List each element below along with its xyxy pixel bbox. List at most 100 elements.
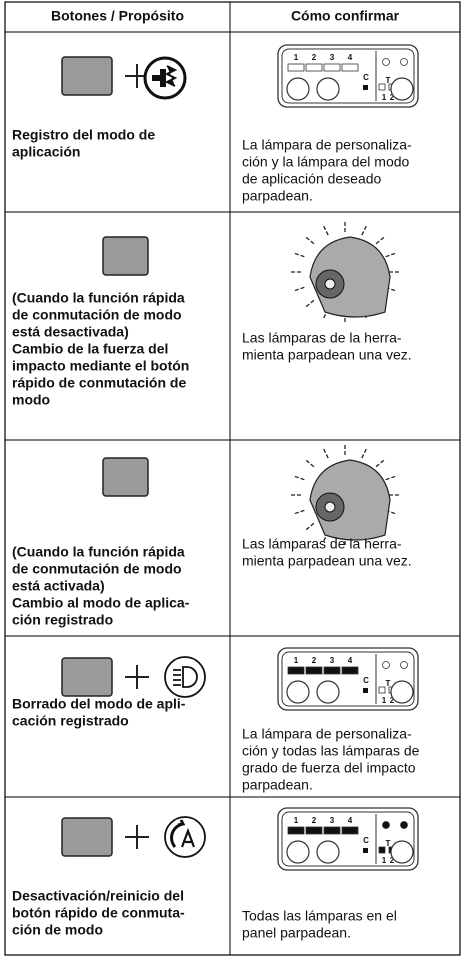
panel-button [316, 680, 340, 704]
panel-label: C [363, 836, 369, 845]
lamp [341, 826, 359, 835]
panel-inner [281, 651, 415, 707]
purpose-text: de conmutación de modo [12, 307, 182, 323]
purpose-text: rápido de conmutación de [12, 375, 186, 391]
lamp [323, 826, 341, 835]
confirm-text: parpadean. [242, 777, 313, 793]
confirm-text: Las lámparas de la herra- [242, 330, 402, 346]
flash-ray [293, 252, 305, 258]
lamp [378, 846, 386, 854]
button-icon [102, 457, 149, 497]
panel-label: T [386, 76, 391, 85]
flash-ray [304, 236, 315, 245]
panel-label: 2 [312, 816, 317, 825]
lamp [382, 58, 390, 66]
purpose-text: Cambio de la fuerza del [12, 341, 168, 357]
panel-inner [281, 48, 415, 104]
purpose-text: Cambio al modo de aplica- [12, 595, 190, 611]
tool-illustration [289, 222, 401, 322]
lamp [305, 63, 323, 72]
lamp [305, 826, 323, 835]
panel-button [390, 680, 414, 704]
panel-label: 4 [348, 53, 353, 62]
confirm-text: La lámpara de personaliza- [242, 137, 412, 153]
control-panel: 1 2 3 4C T1 2 [277, 44, 419, 108]
panel-label: 1 [382, 93, 387, 102]
flash-ray [293, 286, 305, 292]
confirm-text: La lámpara de personaliza- [242, 726, 412, 742]
confirm-text: Todas las lámparas en el [242, 908, 397, 924]
panel-label: 4 [348, 816, 353, 825]
panel-button [286, 680, 310, 704]
lamp [382, 661, 390, 669]
button-icon [61, 657, 113, 697]
button-icon [61, 56, 113, 96]
panel-label: 1 [294, 816, 299, 825]
confirm-text: de aplicación deseado [242, 171, 382, 187]
panel-label: 4 [348, 656, 353, 665]
confirm-text: Las lámparas de la herra- [242, 536, 402, 552]
lamp [305, 666, 323, 675]
panel-label: C [363, 73, 369, 82]
flash-ray [304, 459, 315, 468]
lamp [287, 826, 305, 835]
lamp [382, 821, 390, 829]
lamp [378, 686, 386, 694]
purpose-text: modo [12, 392, 50, 408]
purpose-text: (Cuando la función rápida [12, 544, 185, 560]
purpose-text: de conmutación de modo [12, 561, 182, 577]
control-panel: 1 2 3 4C T1 2 [277, 807, 419, 871]
panel-label: 3 [330, 656, 335, 665]
flash-ray [304, 522, 315, 531]
flash-ray [304, 299, 315, 308]
panel-label: 2 [390, 856, 395, 865]
flash-ray [375, 236, 386, 245]
flash-ray [293, 509, 305, 515]
lamp [400, 821, 408, 829]
flash-ray [361, 225, 368, 236]
lamp [323, 666, 341, 675]
auto-glyph [170, 819, 186, 848]
panel-inner [281, 811, 415, 867]
panel-button [390, 840, 414, 864]
panel-label: 3 [330, 53, 335, 62]
confirm-text: grado de fuerza del impacto [242, 760, 416, 776]
header-cell: Botones / Propósito [51, 8, 184, 24]
button-symbol [164, 656, 206, 698]
flash-ray [322, 448, 329, 459]
purpose-text: impacto mediante el botón [12, 358, 189, 374]
lamp [341, 63, 359, 72]
lamp [400, 661, 408, 669]
lamp [287, 666, 305, 675]
panel-button [390, 77, 414, 101]
flash-ray [385, 475, 397, 481]
purpose-text: (Cuando la función rápida [12, 290, 185, 306]
tool-bit [324, 501, 336, 513]
confirm-text: parpadean. [242, 188, 313, 204]
panel-label: 1 [382, 856, 387, 865]
drill-glyph [152, 65, 178, 87]
lamp [400, 58, 408, 66]
header-cell: Cómo confirmar [291, 8, 400, 24]
flash-ray [293, 475, 305, 481]
auto-letter [180, 827, 196, 848]
table-border [4, 1, 461, 956]
panel-button [316, 840, 340, 864]
confirm-text: ción y la lámpara del modo [242, 154, 410, 170]
flash-ray [361, 448, 368, 459]
panel-label: 1 [294, 656, 299, 665]
button-symbol [164, 816, 206, 858]
tool-bit [324, 278, 336, 290]
panel-label: C [363, 676, 369, 685]
panel-label: 1 [382, 696, 387, 705]
flash-ray [385, 252, 397, 258]
purpose-text: Borrado del modo de apli- [12, 696, 186, 712]
panel-label: T [386, 679, 391, 688]
purpose-text: cación registrado [12, 713, 129, 729]
panel-label: 1 [294, 53, 299, 62]
tool-illustration [289, 445, 401, 545]
panel-label: 2 [312, 656, 317, 665]
lamp [363, 848, 368, 853]
panel-button [286, 840, 310, 864]
